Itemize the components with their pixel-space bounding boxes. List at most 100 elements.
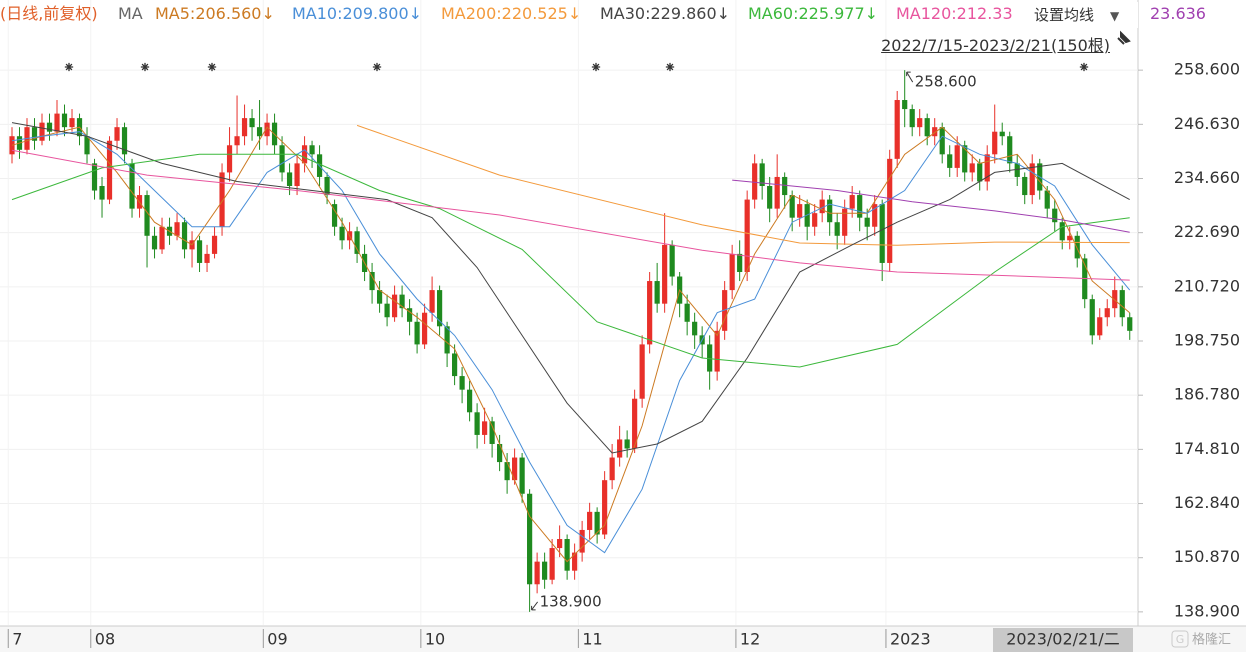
candle-body xyxy=(639,344,645,399)
candle-body xyxy=(654,281,660,304)
candle-body xyxy=(1089,299,1095,336)
y-tick-label: 186.780 xyxy=(1174,385,1240,404)
ma-line xyxy=(732,179,1130,233)
candle-body xyxy=(106,140,113,200)
settings-label[interactable]: 设置均线 xyxy=(1034,6,1095,24)
candle-body xyxy=(211,235,218,254)
y-tick-label: 198.750 xyxy=(1174,331,1240,350)
candle-body xyxy=(151,235,158,250)
ma-line xyxy=(11,131,1131,554)
candle-body xyxy=(121,127,128,155)
candle-body xyxy=(219,172,225,227)
candle-body xyxy=(684,303,690,322)
ma-label: MA xyxy=(118,4,143,23)
legend-entry: 23.636 xyxy=(1150,4,1206,23)
candle-body xyxy=(159,226,165,250)
candle-body xyxy=(369,271,375,291)
candle-body xyxy=(482,421,488,435)
candle-body xyxy=(662,244,668,304)
candle-body xyxy=(602,480,608,535)
candle-body xyxy=(669,244,675,277)
candle-body xyxy=(204,253,210,263)
candle-body xyxy=(144,195,150,236)
candle-body xyxy=(69,118,75,128)
candle-body xyxy=(129,163,135,209)
x-tick-label: 09 xyxy=(267,630,287,649)
legend-entry: MA5:206.560↓ xyxy=(155,4,275,23)
legend-entry: MA200:220.525↓ xyxy=(441,4,582,23)
y-tick-label: 138.900 xyxy=(1174,601,1240,620)
candle-body xyxy=(1097,317,1103,336)
candle-body xyxy=(399,294,405,309)
candle-body xyxy=(579,529,585,553)
crosshair-label: 2023/02/21/二 xyxy=(1006,630,1120,649)
candle-body xyxy=(797,204,803,218)
candle-body xyxy=(947,154,953,168)
ma-line xyxy=(356,124,1130,246)
candle-body xyxy=(1067,235,1073,241)
candle-body xyxy=(444,326,450,354)
x-tick-label: 7 xyxy=(12,630,22,649)
candle-body xyxy=(834,222,840,236)
candle-body xyxy=(376,290,383,304)
annotation-arrow xyxy=(906,71,914,83)
candle-body xyxy=(391,294,398,318)
candle-body xyxy=(61,113,68,128)
candle-body xyxy=(286,172,293,187)
candle-body xyxy=(932,127,938,137)
candle-body xyxy=(857,195,863,218)
candle-body xyxy=(894,100,900,159)
annotation-arrowhead xyxy=(531,605,536,611)
candle-body xyxy=(1119,290,1125,318)
candle-body xyxy=(984,154,990,182)
candle-body xyxy=(564,539,570,571)
candle-body xyxy=(609,457,615,481)
candle-body xyxy=(1029,163,1035,196)
chart-title: (日线,前复权) xyxy=(0,4,98,23)
candle-body xyxy=(1127,317,1133,331)
ma-line xyxy=(11,149,1130,281)
candle-body xyxy=(1007,136,1013,164)
candle-body xyxy=(294,163,300,187)
y-tick-label: 222.690 xyxy=(1174,222,1240,241)
candle-body xyxy=(527,493,533,585)
candle-body xyxy=(992,131,998,155)
candle-body xyxy=(1112,290,1118,309)
candle-body xyxy=(84,136,90,155)
candle-body xyxy=(692,321,698,336)
y-tick-label: 246.630 xyxy=(1174,114,1240,133)
y-tick-label: 210.720 xyxy=(1174,276,1240,295)
candle-body xyxy=(864,217,870,227)
candle-body xyxy=(999,131,1005,137)
candle-body xyxy=(917,118,923,128)
annotation-label: 138.900 xyxy=(540,592,602,610)
candle-body xyxy=(789,195,795,218)
settings-button[interactable]: 设置均线 ▼ xyxy=(1026,2,1138,28)
candle-body xyxy=(1052,208,1058,223)
candle-body xyxy=(572,552,578,571)
candle-body xyxy=(504,462,510,481)
candle-body xyxy=(181,222,188,250)
candle-body xyxy=(264,122,270,137)
candle-body xyxy=(879,204,885,263)
y-tick-label: 234.660 xyxy=(1174,168,1240,187)
candle-body xyxy=(54,113,60,132)
candle-body xyxy=(519,457,525,494)
candle-body xyxy=(819,199,825,214)
candle-body xyxy=(624,439,630,449)
candle-body xyxy=(91,163,98,191)
candle-body xyxy=(324,176,330,196)
candle-body xyxy=(977,163,983,182)
candle-body xyxy=(1044,190,1050,209)
legend-entry: MA120:212.33 xyxy=(896,4,1013,23)
candle-body xyxy=(414,321,420,345)
candle-body xyxy=(1074,235,1080,259)
candle-body xyxy=(714,330,720,372)
legend-entry: MA30:229.860↓ xyxy=(600,4,731,23)
plot-area xyxy=(0,0,1138,625)
annotation-arrow xyxy=(531,601,539,611)
date-range[interactable]: 2022/7/15-2023/2/21(150根) xyxy=(881,36,1110,55)
pin-icon[interactable] xyxy=(1117,30,1131,45)
